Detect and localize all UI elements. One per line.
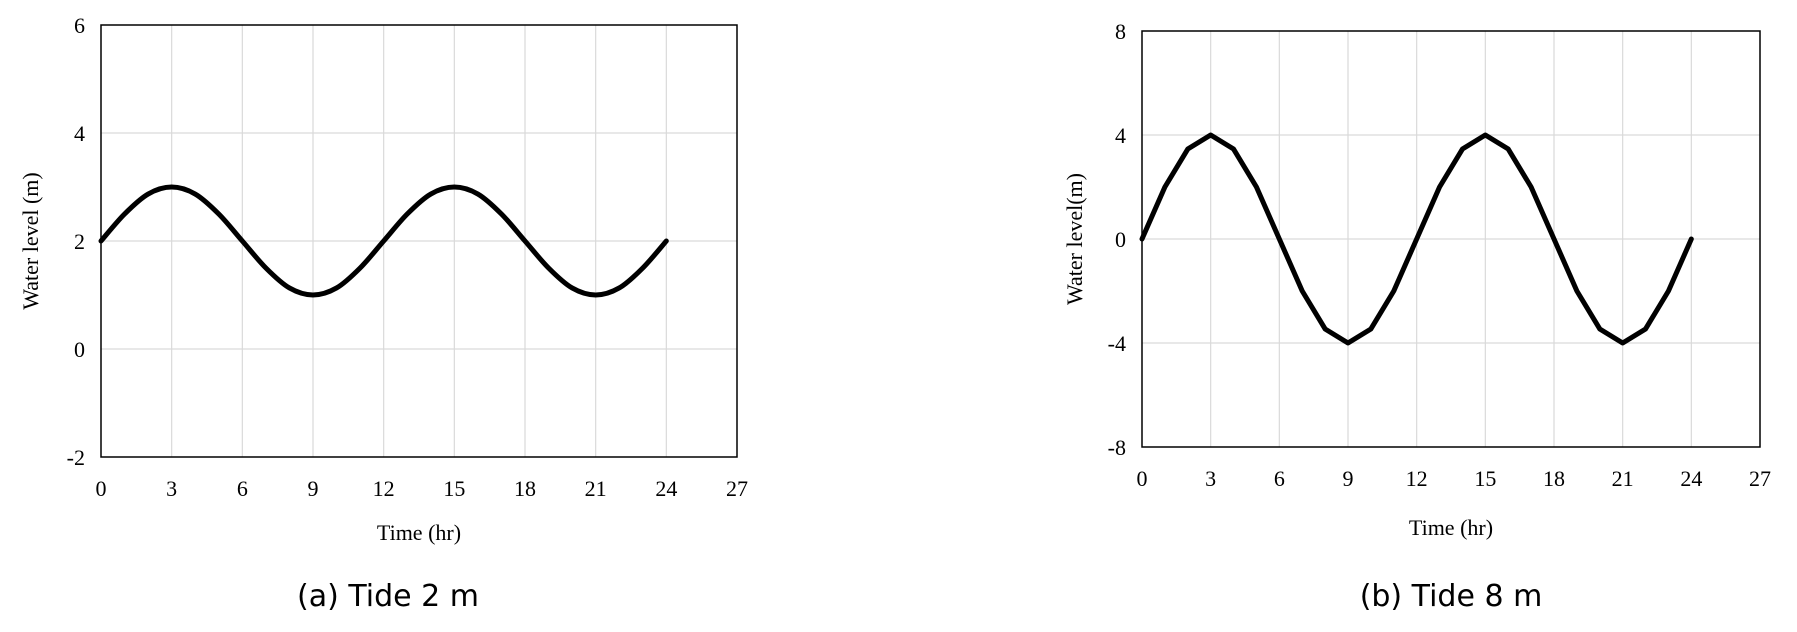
y-tick-label: 4 (74, 121, 85, 146)
x-axis-label: Time (hr) (377, 520, 461, 545)
x-tick-label: 0 (96, 476, 107, 501)
x-axis-label: Time (hr) (1409, 515, 1493, 540)
x-tick-label: 6 (1274, 466, 1285, 491)
y-tick-label: 2 (74, 229, 85, 254)
chart-b: 0 3 6 9 12 15 18 21 24 27 -8 -4 0 4 8 Time (hr) Water le… (1062, 19, 1771, 614)
y-tick-label: -2 (67, 445, 85, 470)
y-tick-label: -8 (1108, 435, 1126, 460)
y-tick-label: 8 (1115, 19, 1126, 44)
x-tick-label: 15 (443, 476, 465, 501)
x-tick-label: 6 (237, 476, 248, 501)
x-tick-label: 21 (585, 476, 607, 501)
y-tick-label: 0 (74, 337, 85, 362)
x-tick-label: 18 (1543, 466, 1565, 491)
y-tick-label: 4 (1115, 123, 1126, 148)
x-tick-label: 24 (655, 476, 677, 501)
y-axis-label: Water level(m) (1062, 173, 1087, 305)
water-level-line (98, 184, 669, 298)
x-tick-label: 21 (1612, 466, 1634, 491)
x-tick-label: 9 (1343, 466, 1354, 491)
x-tick-label: 24 (1680, 466, 1702, 491)
x-tick-label: 12 (1406, 466, 1428, 491)
x-tick-label: 12 (373, 476, 395, 501)
x-tick-label: 18 (514, 476, 536, 501)
chart-caption: (b) Tide 8 m (1360, 579, 1543, 614)
x-tick-label: 0 (1137, 466, 1148, 491)
water-level-line (1139, 132, 1694, 346)
y-tick-label: 6 (74, 13, 85, 38)
chart-caption: (a) Tide 2 m (297, 579, 479, 614)
y-tick-label: 0 (1115, 227, 1126, 252)
y-tick-label: -4 (1108, 331, 1126, 356)
x-tick-label: 27 (1749, 466, 1771, 491)
x-tick-label: 3 (1205, 466, 1216, 491)
x-tick-label: 9 (308, 476, 319, 501)
x-tick-label: 15 (1474, 466, 1496, 491)
y-axis-label: Water level (m) (18, 172, 43, 310)
x-tick-label: 3 (166, 476, 177, 501)
x-tick-label: 27 (726, 476, 748, 501)
